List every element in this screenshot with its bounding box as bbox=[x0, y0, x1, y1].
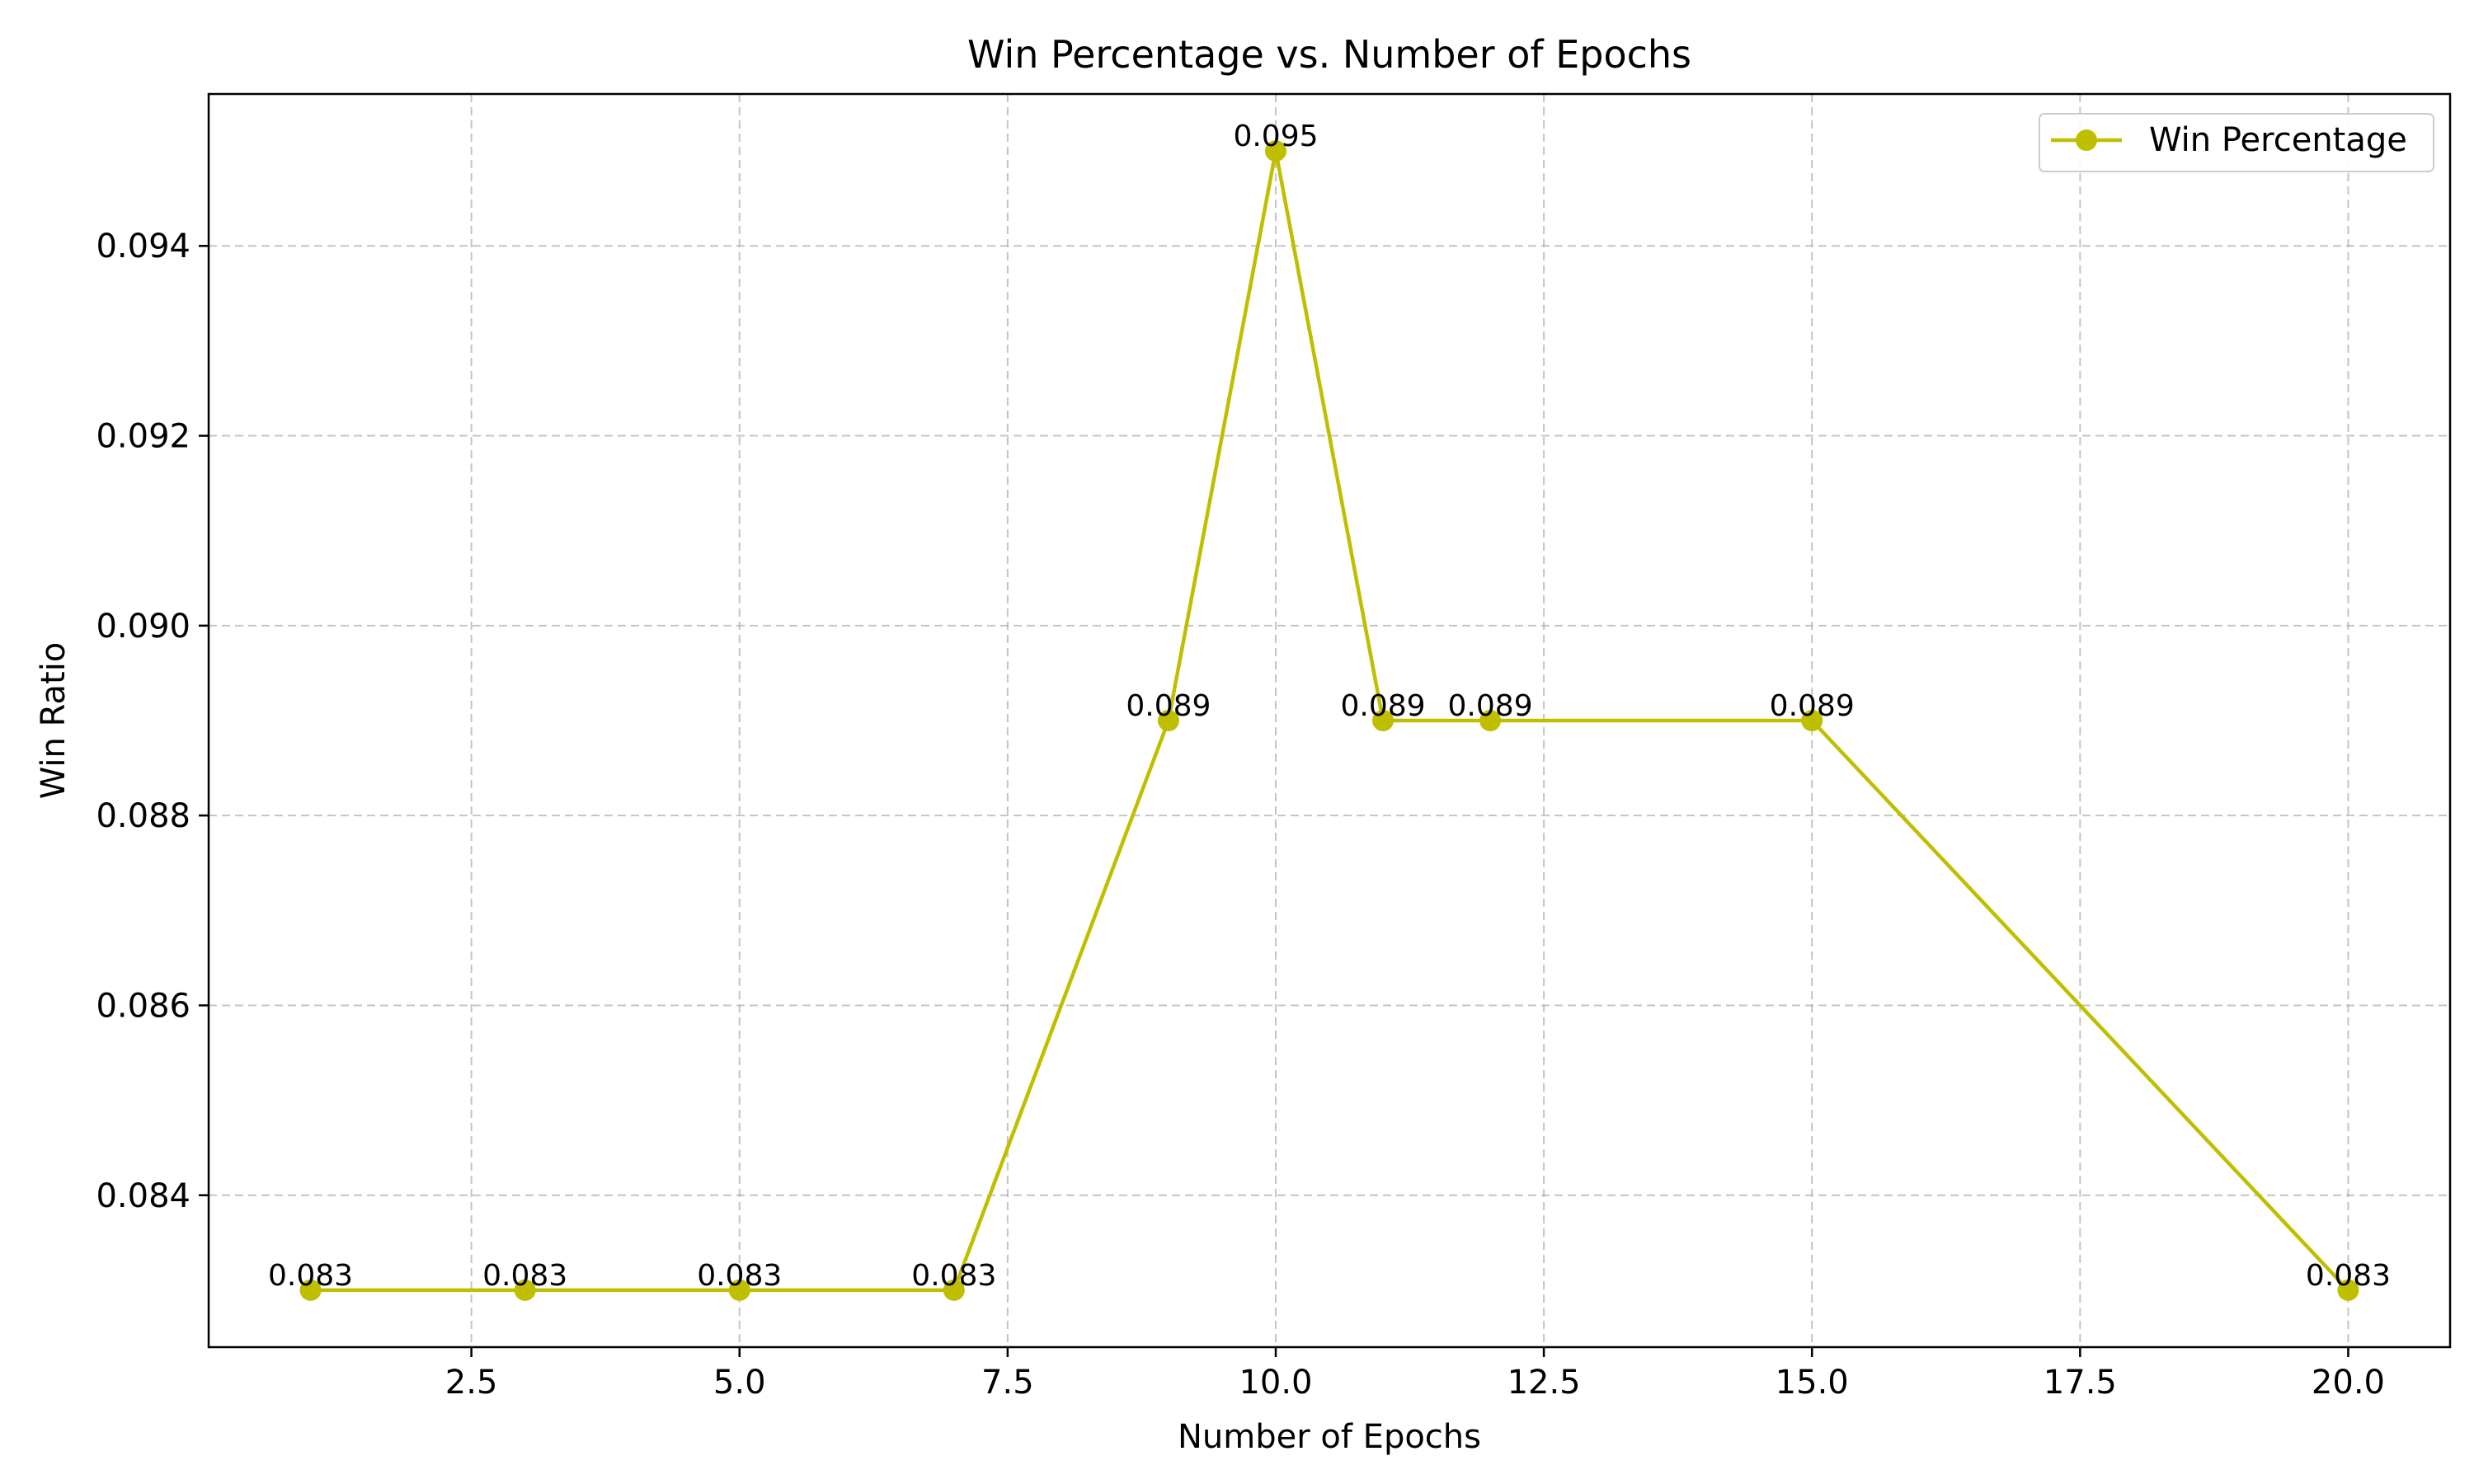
legend: Win Percentage bbox=[2039, 113, 2434, 172]
x-tick-label: 2.5 bbox=[445, 1364, 498, 1402]
y-tick-label: 0.092 bbox=[96, 418, 190, 456]
data-point bbox=[299, 1279, 322, 1301]
x-tick-label: 7.5 bbox=[981, 1364, 1034, 1402]
data-point bbox=[1372, 710, 1395, 731]
series-layer bbox=[299, 140, 2359, 1301]
data-point bbox=[1157, 710, 1179, 731]
data-point bbox=[514, 1279, 536, 1301]
legend-point-marker bbox=[2076, 129, 2097, 151]
y-tick-label: 0.094 bbox=[96, 228, 190, 265]
data-label: 0.083 bbox=[911, 1259, 996, 1293]
data-point bbox=[2337, 1279, 2359, 1301]
data-label: 0.083 bbox=[697, 1259, 782, 1293]
data-label: 0.083 bbox=[268, 1259, 353, 1293]
tick-layer: 2.5 5.0 7.5 10.0 12.5 15.0 17.5 20.0 0.084 0.086 0… bbox=[96, 228, 2385, 1402]
y-tick-label: 0.088 bbox=[96, 797, 190, 835]
chart-title: Win Percentage vs. Number of Epochs bbox=[967, 32, 1691, 77]
x-tick-label: 10.0 bbox=[1239, 1364, 1312, 1402]
data-label: 0.095 bbox=[1233, 120, 1318, 153]
data-label: 0.089 bbox=[1340, 689, 1425, 723]
series-line bbox=[310, 148, 2350, 1293]
data-label: 0.083 bbox=[2306, 1259, 2391, 1293]
data-point bbox=[943, 1279, 965, 1301]
x-tick-label: 5.0 bbox=[713, 1364, 766, 1402]
data-label: 0.089 bbox=[1448, 689, 1533, 723]
data-label: 0.089 bbox=[1126, 689, 1211, 723]
x-axis-label: Number of Epochs bbox=[1178, 1418, 1481, 1456]
x-tick-label: 17.5 bbox=[2044, 1364, 2117, 1402]
x-tick-label: 20.0 bbox=[2312, 1364, 2385, 1402]
y-tick-label: 0.086 bbox=[96, 987, 190, 1025]
data-label-layer: 0.083 0.083 0.083 0.083 0.089 0.095 0.089 0.089… bbox=[268, 120, 2391, 1293]
y-tick-label: 0.084 bbox=[96, 1177, 190, 1215]
data-point bbox=[1479, 710, 1502, 731]
x-tick-label: 12.5 bbox=[1507, 1364, 1581, 1402]
data-label: 0.083 bbox=[482, 1259, 567, 1293]
data-point bbox=[728, 1279, 750, 1301]
legend-box bbox=[2039, 113, 2434, 172]
data-point bbox=[1801, 710, 1823, 731]
x-tick-label: 15.0 bbox=[1776, 1364, 1849, 1402]
legend-label: Win Percentage bbox=[2149, 121, 2407, 159]
data-point bbox=[1264, 140, 1286, 162]
y-tick-label: 0.090 bbox=[96, 608, 190, 646]
plot-area-frame bbox=[207, 92, 2452, 1349]
y-axis-label: Win Ratio bbox=[35, 642, 73, 800]
data-label: 0.089 bbox=[1770, 689, 1855, 723]
grid-layer bbox=[209, 94, 2450, 1347]
